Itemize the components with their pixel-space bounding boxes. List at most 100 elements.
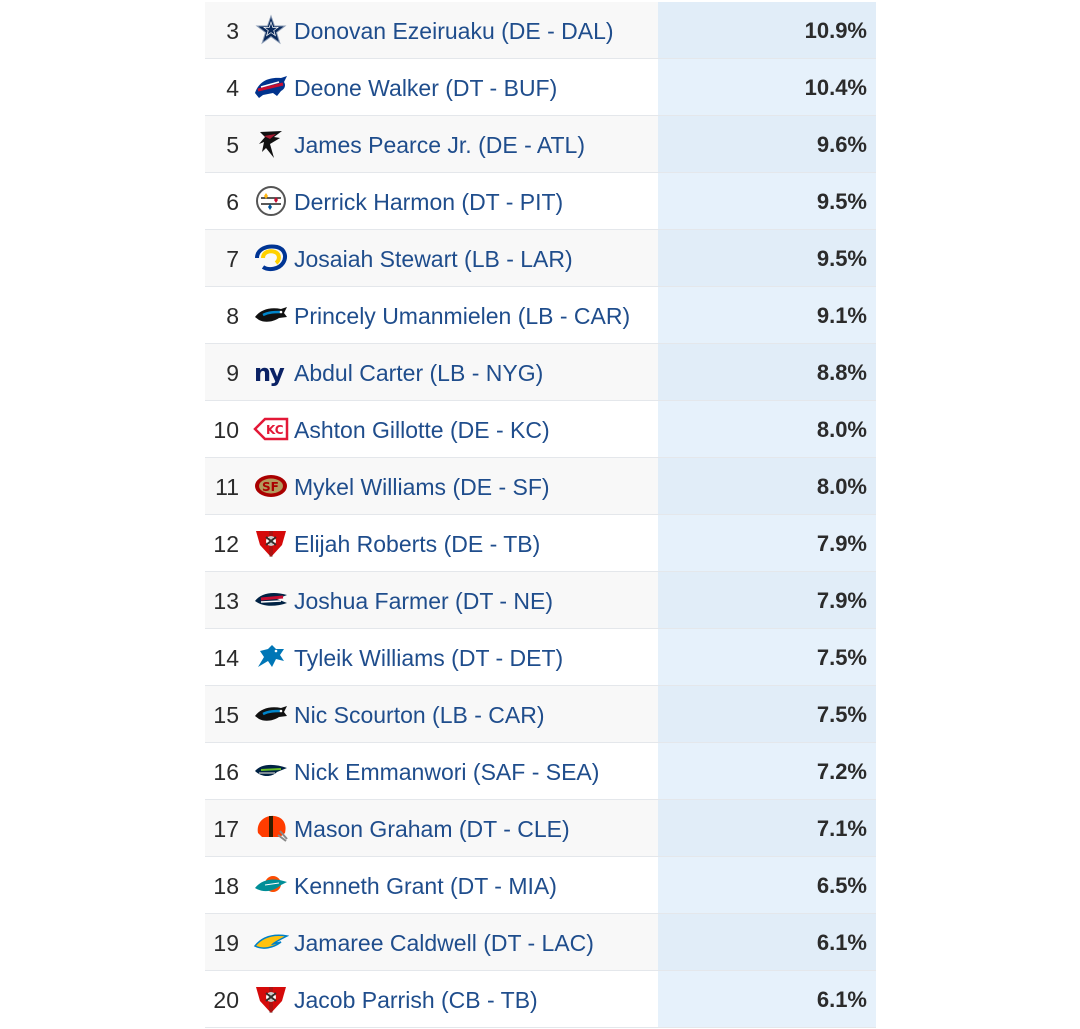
table-row: 6 Derrick Harmon (DT - PIT) 9.5% [205, 173, 876, 230]
rank-number: 5 [226, 132, 239, 158]
giants-ny-icon: ny [253, 356, 289, 388]
percentage-value: 9.6% [816, 132, 867, 157]
rank-number: 20 [213, 987, 239, 1013]
percentage-cell: 9.5% [658, 173, 876, 229]
player-link[interactable]: Princely Umanmielen (LB - CAR) [294, 303, 631, 329]
player-link[interactable]: Nick Emmanwori (SAF - SEA) [294, 759, 600, 785]
player-cell: 10 KC Ashton Gillotte (DE - KC) [205, 401, 658, 457]
player-link[interactable]: Joshua Farmer (DT - NE) [294, 588, 554, 614]
player-link[interactable]: Josaiah Stewart (LB - LAR) [294, 246, 573, 272]
percentage-cell: 6.1% [658, 914, 876, 970]
percentage-value: 9.1% [816, 303, 867, 328]
player-link[interactable]: Tyleik Williams (DT - DET) [294, 645, 564, 671]
percentage-value: 10.9% [804, 18, 867, 43]
draft-table: 3 Donovan Ezeiruaku (DE - DAL) 10.9% 4 Deone… [205, 2, 876, 1028]
table-row: 11 SF Mykel Williams (DE - SF) 8.0% [205, 458, 876, 515]
percentage-cell: 8.0% [658, 401, 876, 457]
percentage-value: 6.1% [816, 987, 867, 1012]
percentage-value: 7.5% [816, 645, 867, 670]
rank-number: 8 [226, 303, 239, 329]
table-row: 4 Deone Walker (DT - BUF) 10.4% [205, 59, 876, 116]
table-row: 13 Joshua Farmer (DT - NE) 7.9% [205, 572, 876, 629]
percentage-value: 8.0% [816, 417, 867, 442]
percentage-cell: 10.4% [658, 59, 876, 115]
falcons-falcon-icon [253, 128, 289, 160]
percentage-cell: 9.5% [658, 230, 876, 286]
panthers-panther-icon [253, 698, 289, 730]
percentage-cell: 7.9% [658, 515, 876, 571]
rank-number: 19 [213, 930, 239, 956]
player-cell: 6 Derrick Harmon (DT - PIT) [205, 173, 658, 229]
player-link[interactable]: Derrick Harmon (DT - PIT) [294, 189, 564, 215]
player-cell: 16 Nick Emmanwori (SAF - SEA) [205, 743, 658, 799]
percentage-value: 7.9% [816, 588, 867, 613]
bills-buffalo-icon [253, 71, 289, 103]
rank-number: 12 [213, 531, 239, 557]
table-row: 16 Nick Emmanwori (SAF - SEA) 7.2% [205, 743, 876, 800]
cowboys-star-icon [253, 14, 289, 46]
percentage-value: 7.5% [816, 702, 867, 727]
player-link[interactable]: Jamaree Caldwell (DT - LAC) [294, 930, 594, 956]
percentage-cell: 7.2% [658, 743, 876, 799]
player-link[interactable]: Jacob Parrish (CB - TB) [294, 987, 538, 1013]
player-link[interactable]: Mykel Williams (DE - SF) [294, 474, 550, 500]
browns-helmet-icon [253, 812, 289, 844]
player-link[interactable]: Abdul Carter (LB - NYG) [294, 360, 544, 386]
percentage-cell: 7.5% [658, 629, 876, 685]
percentage-value: 6.1% [816, 930, 867, 955]
percentage-value: 10.4% [804, 75, 867, 100]
table-row: 8 Princely Umanmielen (LB - CAR) 9.1% [205, 287, 876, 344]
table-row: 9 ny Abdul Carter (LB - NYG) 8.8% [205, 344, 876, 401]
svg-text:KC: KC [266, 423, 284, 437]
player-link[interactable]: Kenneth Grant (DT - MIA) [294, 873, 557, 899]
player-link[interactable]: Elijah Roberts (DE - TB) [294, 531, 541, 557]
percentage-value: 7.2% [816, 759, 867, 784]
player-cell: 18 Kenneth Grant (DT - MIA) [205, 857, 658, 913]
player-cell: 17 Mason Graham (DT - CLE) [205, 800, 658, 856]
panthers-panther-icon [253, 299, 289, 331]
percentage-value: 7.9% [816, 531, 867, 556]
rank-number: 16 [213, 759, 239, 785]
player-cell: 11 SF Mykel Williams (DE - SF) [205, 458, 658, 514]
lions-lion-icon [253, 641, 289, 673]
percentage-cell: 8.8% [658, 344, 876, 400]
rank-number: 11 [215, 474, 239, 500]
player-cell: 19 Jamaree Caldwell (DT - LAC) [205, 914, 658, 970]
buccaneers-flag-icon [253, 527, 289, 559]
table-row: 15 Nic Scourton (LB - CAR) 7.5% [205, 686, 876, 743]
table-row: 10 KC Ashton Gillotte (DE - KC) 8.0% [205, 401, 876, 458]
percentage-value: 9.5% [816, 189, 867, 214]
percentage-cell: 6.5% [658, 857, 876, 913]
table-row: 5 James Pearce Jr. (DE - ATL) 9.6% [205, 116, 876, 173]
player-link[interactable]: James Pearce Jr. (DE - ATL) [294, 132, 585, 158]
chiefs-arrowhead-icon: KC [253, 413, 289, 445]
player-cell: 5 James Pearce Jr. (DE - ATL) [205, 116, 658, 172]
rank-number: 13 [213, 588, 239, 614]
rams-horn-icon [253, 242, 289, 274]
player-cell: 7 Josaiah Stewart (LB - LAR) [205, 230, 658, 286]
svg-text:SF: SF [262, 480, 279, 494]
rank-number: 9 [226, 360, 239, 386]
player-link[interactable]: Deone Walker (DT - BUF) [294, 75, 558, 101]
table-row: 18 Kenneth Grant (DT - MIA) 6.5% [205, 857, 876, 914]
player-link[interactable]: Mason Graham (DT - CLE) [294, 816, 570, 842]
percentage-cell: 9.6% [658, 116, 876, 172]
svg-text:ny: ny [254, 359, 285, 386]
rank-number: 6 [226, 189, 239, 215]
player-link[interactable]: Nic Scourton (LB - CAR) [294, 702, 545, 728]
table-row: 19 Jamaree Caldwell (DT - LAC) 6.1% [205, 914, 876, 971]
percentage-cell: 7.1% [658, 800, 876, 856]
dolphins-dolphin-icon [253, 869, 289, 901]
player-link[interactable]: Ashton Gillotte (DE - KC) [294, 417, 550, 443]
table-row: 7 Josaiah Stewart (LB - LAR) 9.5% [205, 230, 876, 287]
player-cell: 9 ny Abdul Carter (LB - NYG) [205, 344, 658, 400]
percentage-value: 8.8% [816, 360, 867, 385]
steelers-logo-icon [253, 185, 289, 217]
rank-number: 14 [213, 645, 239, 671]
seahawks-hawk-icon [253, 755, 289, 787]
player-link[interactable]: Donovan Ezeiruaku (DE - DAL) [294, 18, 614, 44]
table-row: 20 Jacob Parrish (CB - TB) 6.1% [205, 971, 876, 1028]
percentage-cell: 7.9% [658, 572, 876, 628]
table-row: 3 Donovan Ezeiruaku (DE - DAL) 10.9% [205, 2, 876, 59]
rank-number: 3 [226, 18, 239, 44]
